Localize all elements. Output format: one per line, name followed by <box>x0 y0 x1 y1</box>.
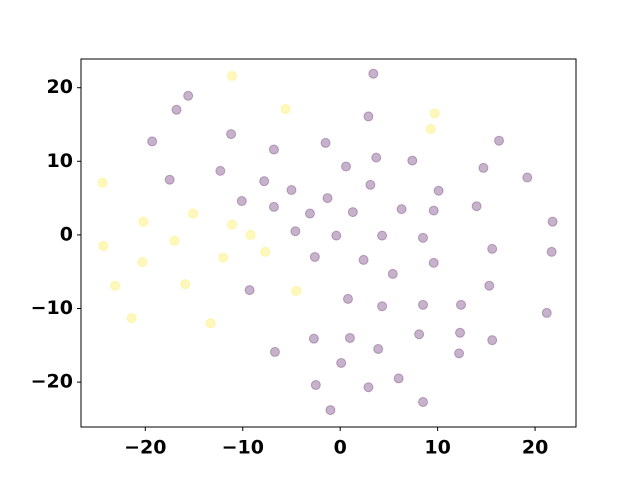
point <box>358 254 369 265</box>
point <box>171 104 182 115</box>
point <box>487 335 498 346</box>
x-tick-label: −20 <box>124 437 166 459</box>
y-tick-label: 0 <box>60 223 73 245</box>
point <box>522 172 533 183</box>
point <box>478 162 489 173</box>
point <box>310 380 321 391</box>
point <box>291 285 302 296</box>
point <box>227 219 238 230</box>
point <box>454 348 465 359</box>
point <box>428 205 439 216</box>
point <box>97 177 108 188</box>
point <box>433 185 444 196</box>
point <box>425 123 436 134</box>
point <box>169 235 180 246</box>
point <box>414 329 425 340</box>
y-tick-label: 10 <box>47 150 73 172</box>
point <box>487 243 498 254</box>
point <box>341 161 352 172</box>
point <box>344 332 355 343</box>
point <box>180 279 191 290</box>
point <box>373 343 384 354</box>
x-tick-label: 10 <box>424 437 450 459</box>
point <box>377 301 388 312</box>
point <box>342 293 353 304</box>
point <box>236 196 247 207</box>
point <box>164 174 175 185</box>
point <box>268 144 279 155</box>
point <box>244 285 255 296</box>
point <box>245 229 256 240</box>
point <box>218 252 229 263</box>
point <box>455 327 466 338</box>
point <box>205 318 216 329</box>
point <box>320 137 331 148</box>
point <box>304 208 315 219</box>
point <box>418 299 429 310</box>
point <box>138 216 149 227</box>
point <box>418 396 429 407</box>
point <box>126 313 137 324</box>
point <box>484 280 495 291</box>
point <box>371 152 382 163</box>
point <box>494 135 505 146</box>
point <box>137 257 148 268</box>
point <box>268 201 279 212</box>
point <box>98 240 109 251</box>
point <box>347 207 358 218</box>
point <box>259 176 270 187</box>
point <box>456 299 467 310</box>
point <box>387 268 398 279</box>
point <box>269 346 280 357</box>
point <box>368 68 379 79</box>
point <box>377 230 388 241</box>
point <box>309 251 320 262</box>
point <box>428 257 439 268</box>
point <box>541 307 552 318</box>
point <box>226 129 237 140</box>
x-tick-label: 20 <box>522 437 548 459</box>
point <box>418 232 429 243</box>
point <box>308 333 319 344</box>
point <box>286 185 297 196</box>
point <box>331 230 342 241</box>
point <box>227 70 238 81</box>
point <box>260 246 271 257</box>
point <box>396 204 407 215</box>
point <box>147 136 158 147</box>
point <box>322 193 333 204</box>
point <box>280 104 291 115</box>
plot-frame <box>80 58 577 428</box>
point <box>363 382 374 393</box>
point <box>429 108 440 119</box>
point <box>363 111 374 122</box>
point <box>547 216 558 227</box>
point <box>336 357 347 368</box>
point <box>365 179 376 190</box>
x-tick-label: 0 <box>334 437 347 459</box>
point <box>215 165 226 176</box>
point <box>546 246 557 257</box>
point <box>110 280 121 291</box>
point <box>407 155 418 166</box>
point <box>183 90 194 101</box>
point <box>471 201 482 212</box>
y-tick-label: −20 <box>31 371 73 393</box>
x-tick-label: −10 <box>222 437 264 459</box>
point <box>325 405 336 416</box>
point <box>393 373 404 384</box>
y-tick-label: −10 <box>31 297 73 319</box>
y-tick-label: 20 <box>47 76 73 98</box>
point <box>290 226 301 237</box>
point <box>188 208 199 219</box>
